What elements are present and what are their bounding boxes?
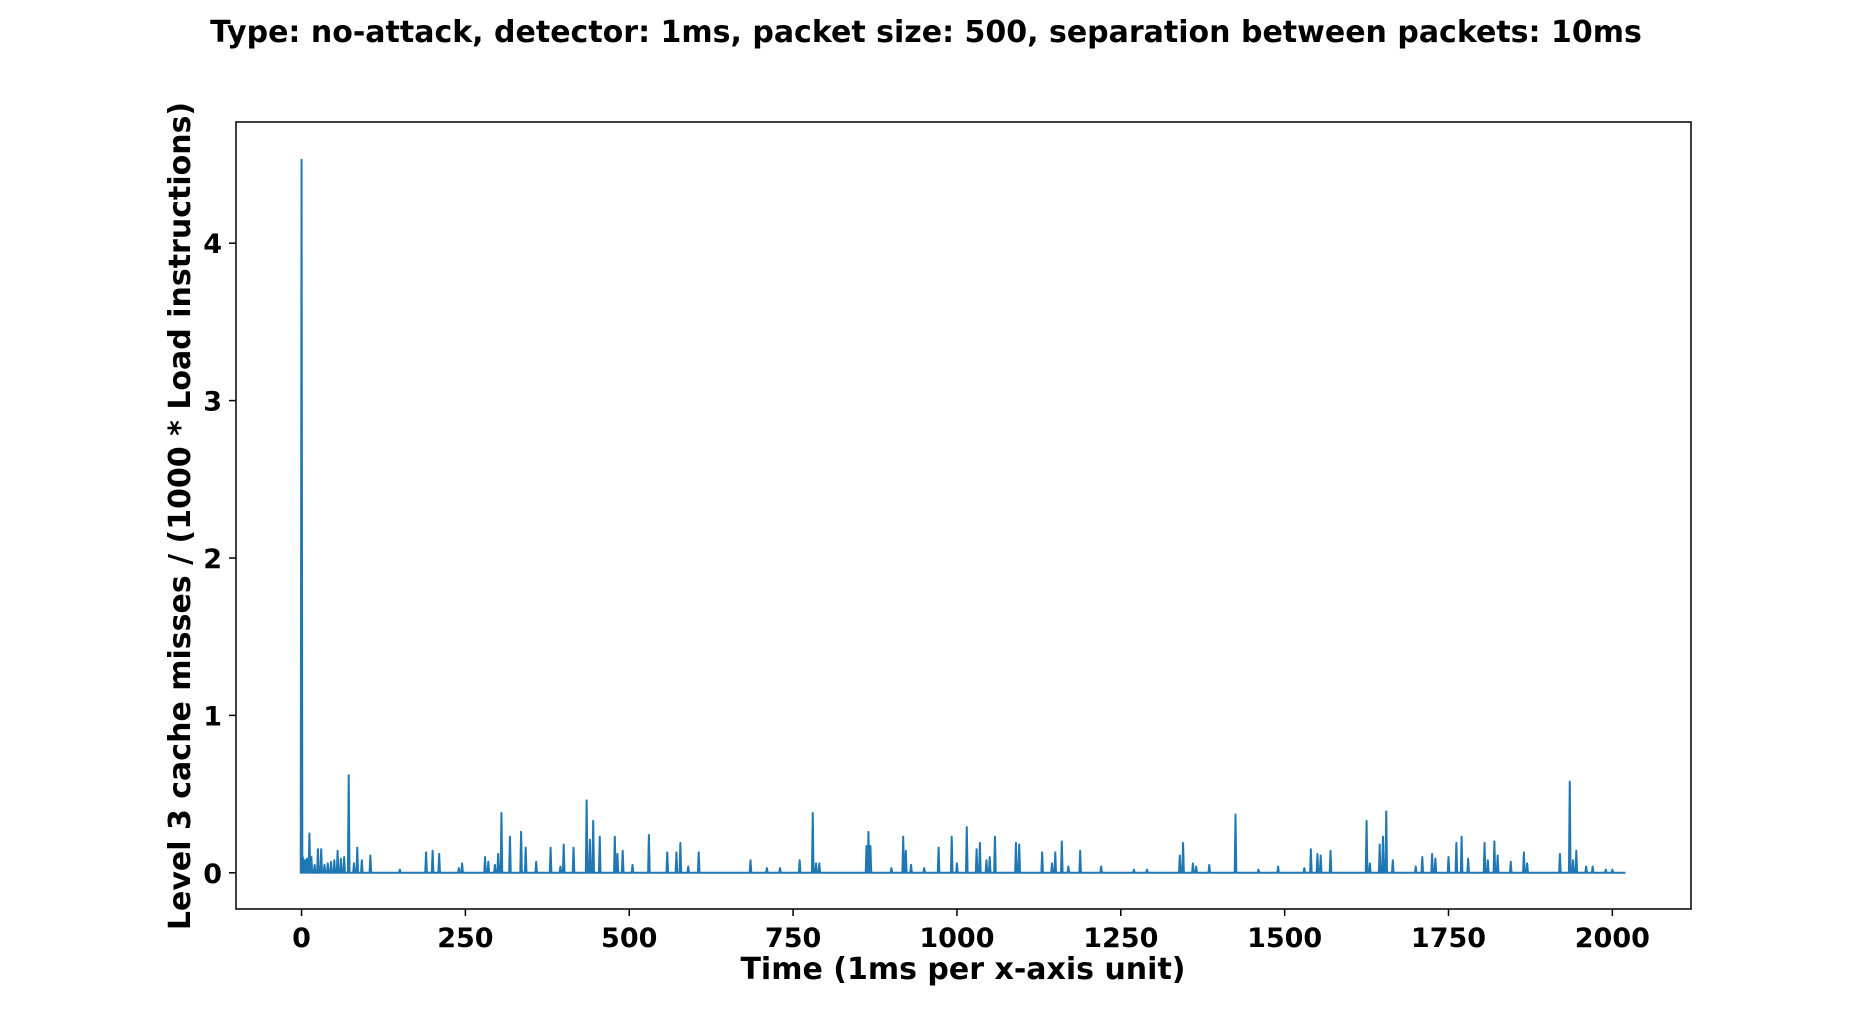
x-tick-label: 1250 [1083, 923, 1158, 954]
x-tick-label: 500 [601, 923, 657, 954]
y-tick-label: 4 [203, 229, 222, 260]
series [299, 158, 1626, 874]
y-axis-label: Level 3 cache misses / (1000 * Load inst… [163, 102, 198, 930]
plot-area [235, 121, 1692, 910]
x-axis-label: Time (1ms per x-axis unit) [740, 952, 1185, 987]
x-tick-label: 1750 [1411, 923, 1486, 954]
y-tick-label: 3 [203, 387, 222, 418]
x-tick-label: 1500 [1247, 923, 1322, 954]
y-tick-label: 0 [203, 859, 222, 890]
series-line [299, 158, 1626, 874]
x-tick-label: 750 [765, 923, 821, 954]
y-tick-label: 2 [203, 544, 222, 575]
y-tick-label: 1 [203, 701, 222, 732]
x-tick-label: 1000 [919, 923, 994, 954]
x-tick-label: 2000 [1575, 923, 1650, 954]
x-tick-label: 250 [437, 923, 493, 954]
chart-title: Type: no-attack, detector: 1ms, packet s… [210, 15, 1642, 50]
x-axis: 0 250 500 750 1000 1250 1500 1750 2000 [292, 909, 1650, 954]
x-tick-label: 0 [292, 923, 311, 954]
y-axis: 0 1 2 3 4 [203, 229, 236, 890]
